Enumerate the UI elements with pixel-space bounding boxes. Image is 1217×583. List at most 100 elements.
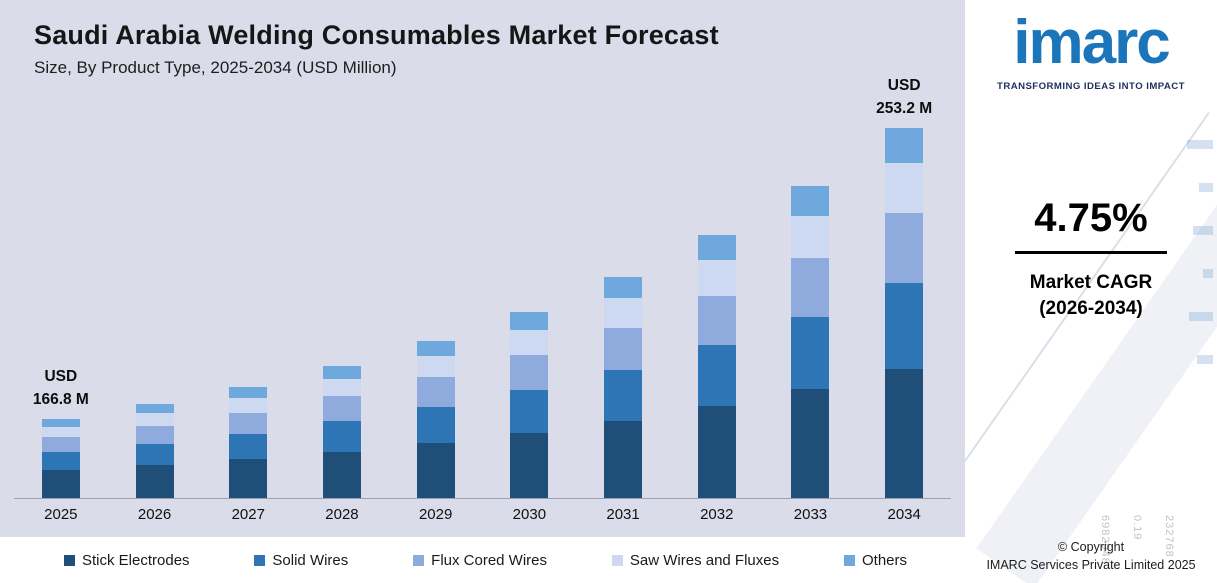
legend-label-others: Others [861,551,907,569]
bar-column-2030 [483,78,577,498]
chart-header: Saudi Arabia Welding Consumables Market … [0,0,965,78]
segment-stick-electrodes-2033 [791,388,830,498]
chart-subtitle: Size, By Product Type, 2025-2034 (USD Mi… [34,58,397,77]
bar-column-2027 [201,78,295,498]
stacked-bar-2032 [697,235,736,498]
cagr-underline [1015,251,1167,254]
segment-flux-cored-wires-2028 [322,396,361,422]
segment-saw-wires-and-fluxes-2030 [510,329,549,355]
stacked-bar-2025 [41,419,80,498]
bars-container: USD 166.8 M USD 253.2 M [0,77,965,498]
segment-saw-wires-and-fluxes-2028 [322,378,361,397]
legend-item-solid-wires: Solid Wires [254,552,348,569]
watermark-bar [1197,355,1213,364]
x-axis-line [14,498,951,499]
stacked-bar-2028 [322,366,361,498]
copyright: © Copyright IMARC Services Private Limit… [965,538,1217,576]
x-axis-labels: 2025 2026 2027 2028 2029 2030 2031 2032 2033 2034 [0,499,965,537]
bar-column-2031 [576,78,670,498]
bar-column-2033 [764,78,858,498]
legend: Stick Electrodes Solid Wires Flux Cored Wi… [0,537,965,583]
segment-others-2033 [791,186,830,216]
segment-others-2027 [229,387,268,398]
segment-saw-wires-and-fluxes-2034 [885,163,924,214]
legend-swatch-stick-electrodes [64,554,75,566]
legend-swatch-others [843,554,855,566]
imarc-logo: imarc TRANSFORMING IDEAS INTO IMPACT [997,8,1185,93]
bar-annotation-2034: USD 253.2 M [876,74,932,121]
stacked-bar-2031 [604,277,643,498]
segment-saw-wires-and-fluxes-2033 [791,215,830,258]
segment-flux-cored-wires-2029 [416,377,455,407]
x-axis-label-2034: 2034 [887,506,921,523]
chart-title: Saudi Arabia Welding Consumables Market … [34,20,719,50]
segment-stick-electrodes-2027 [229,459,268,498]
segment-saw-wires-and-fluxes-2029 [416,355,455,378]
legend-label-flux-cored-wires: Flux Cored Wires [431,551,548,569]
watermark-bar [1193,226,1213,235]
segment-others-2034 [885,128,924,164]
cagr-label-line2: (2026-2034) [1039,297,1143,319]
segment-others-2026 [135,404,174,413]
segment-flux-cored-wires-2033 [791,257,830,318]
imarc-logo-text: imarc [1013,8,1170,77]
annotation-line2: 166.8 M [32,390,89,408]
plot-area: USD 166.8 M USD 253.2 M 2025 2026 2027 2028 202… [0,77,965,537]
annotation-line1: USD [887,76,921,94]
segment-solid-wires-2031 [604,369,643,421]
segment-stick-electrodes-2026 [135,465,174,498]
annotation-line1: USD [44,367,78,385]
stacked-bar-2034 [885,128,924,498]
legend-label-stick-electrodes: Stick Electrodes [82,551,190,569]
x-axis-label-2030: 2030 [512,506,547,523]
watermark-bar [1187,140,1213,149]
x-axis-label-2026: 2026 [137,506,172,523]
legend-item-flux-cored-wires: Flux Cored Wires [413,552,547,569]
segment-saw-wires-and-fluxes-2031 [604,298,643,328]
x-axis-label-2032: 2032 [700,506,734,523]
cagr-value: 4.75% [1034,196,1148,240]
segment-saw-wires-and-fluxes-2027 [229,397,268,413]
bar-column-2029 [389,78,483,498]
watermark-bar-chart [1187,140,1213,364]
annotation-line2: 253.2 M [876,99,933,117]
segment-flux-cored-wires-2030 [510,354,549,391]
watermark-bar [1203,269,1213,278]
segment-stick-electrodes-2031 [604,420,643,498]
x-axis-label-2031: 2031 [606,506,640,523]
legend-item-stick-electrodes: Stick Electrodes [64,552,190,569]
cagr-block: 4.75% Market CAGR (2026-2034) [1015,196,1167,321]
segment-others-2029 [416,341,455,356]
segment-solid-wires-2026 [135,443,174,466]
bar-column-2028 [295,78,389,498]
x-axis-label-2027: 2027 [231,506,265,523]
x-axis-label-2028: 2028 [325,506,359,523]
segment-flux-cored-wires-2026 [135,425,174,444]
segment-flux-cored-wires-2032 [697,295,736,346]
x-axis-label-2033: 2033 [793,506,828,523]
x-axis-label-2029: 2029 [418,506,453,523]
cagr-label-line1: Market CAGR [1029,272,1153,293]
segment-solid-wires-2032 [697,345,736,406]
bar-column-2025: USD 166.8 M [14,78,108,498]
legend-item-saw-wires-and-fluxes: Saw Wires and Fluxes [611,552,779,569]
bar-column-2032 [670,78,764,498]
segment-stick-electrodes-2032 [697,405,736,498]
segment-solid-wires-2030 [510,390,549,433]
stacked-bar-2030 [510,312,549,498]
chart-area: Saudi Arabia Welding Consumables Market … [0,0,965,537]
copyright-line1: © Copyright [1057,539,1125,554]
segment-stick-electrodes-2030 [510,432,549,498]
brand-panel: 6982048 0.19 232768 imarc TRANSFORMING IDE… [965,0,1217,583]
watermark-bar [1199,183,1213,192]
segment-solid-wires-2027 [229,433,268,460]
imarc-tagline: TRANSFORMING IDEAS INTO IMPACT [997,81,1185,92]
stacked-bar-2027 [229,387,268,498]
segment-stick-electrodes-2029 [416,443,455,498]
segment-others-2028 [322,366,361,379]
stacked-bar-2026 [135,404,174,498]
segment-flux-cored-wires-2031 [604,327,643,370]
segment-flux-cored-wires-2034 [885,213,924,284]
segment-others-2030 [510,312,549,330]
segment-stick-electrodes-2025 [41,470,80,498]
